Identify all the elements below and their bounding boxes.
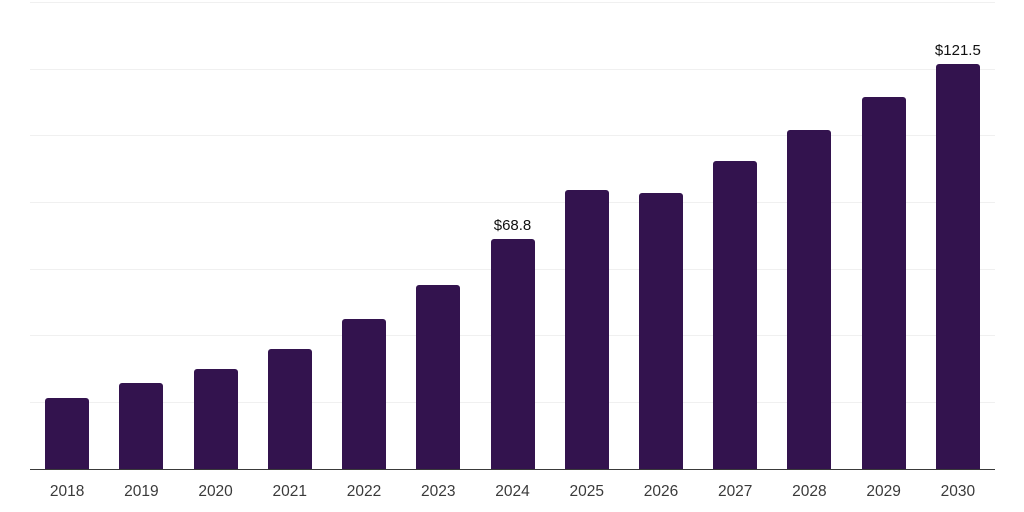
x-axis-labels: 2018 2019 2020 2021 2022 2023 2024 2025 2026 2027… [30, 482, 995, 504]
gridline-140 [30, 2, 995, 3]
x-tick-2021: 2021 [272, 483, 308, 500]
x-tick-2019: 2019 [124, 483, 159, 500]
plot-area: $68.8 $121.5 [30, 2, 995, 470]
value-label-2024: $68.8 [493, 217, 532, 235]
x-tick-2024: 2024 [495, 483, 530, 500]
bar-2027 [713, 161, 758, 469]
bar-2026 [638, 192, 683, 469]
x-tick-2026: 2026 [643, 483, 679, 500]
x-tick-2027: 2027 [717, 483, 753, 500]
x-tick-2022: 2022 [346, 483, 382, 500]
bar-2018 [45, 398, 90, 469]
x-tick-2030: 2030 [940, 483, 976, 500]
gridline-100 [30, 135, 995, 137]
bar-2030 [935, 63, 980, 469]
x-tick-2018: 2018 [49, 483, 85, 500]
x-tick-2025: 2025 [569, 483, 604, 500]
bar-2029 [861, 97, 906, 469]
bar-2020 [193, 368, 238, 469]
bar-2022 [342, 319, 387, 469]
bar-2021 [267, 348, 312, 469]
bar-2025 [564, 190, 609, 469]
x-tick-2029: 2029 [866, 483, 901, 500]
x-axis-line [30, 468, 995, 470]
gridline-80 [30, 201, 995, 203]
bar-2019 [119, 383, 164, 469]
x-tick-2020: 2020 [198, 483, 233, 500]
bar-2028 [787, 129, 832, 469]
gridline-120 [30, 68, 995, 70]
bar-2024 [490, 239, 535, 469]
value-label-2030: $121.5 [934, 41, 981, 59]
x-tick-2023: 2023 [421, 483, 456, 500]
bar-2023 [416, 284, 461, 469]
x-tick-2028: 2028 [792, 483, 827, 500]
